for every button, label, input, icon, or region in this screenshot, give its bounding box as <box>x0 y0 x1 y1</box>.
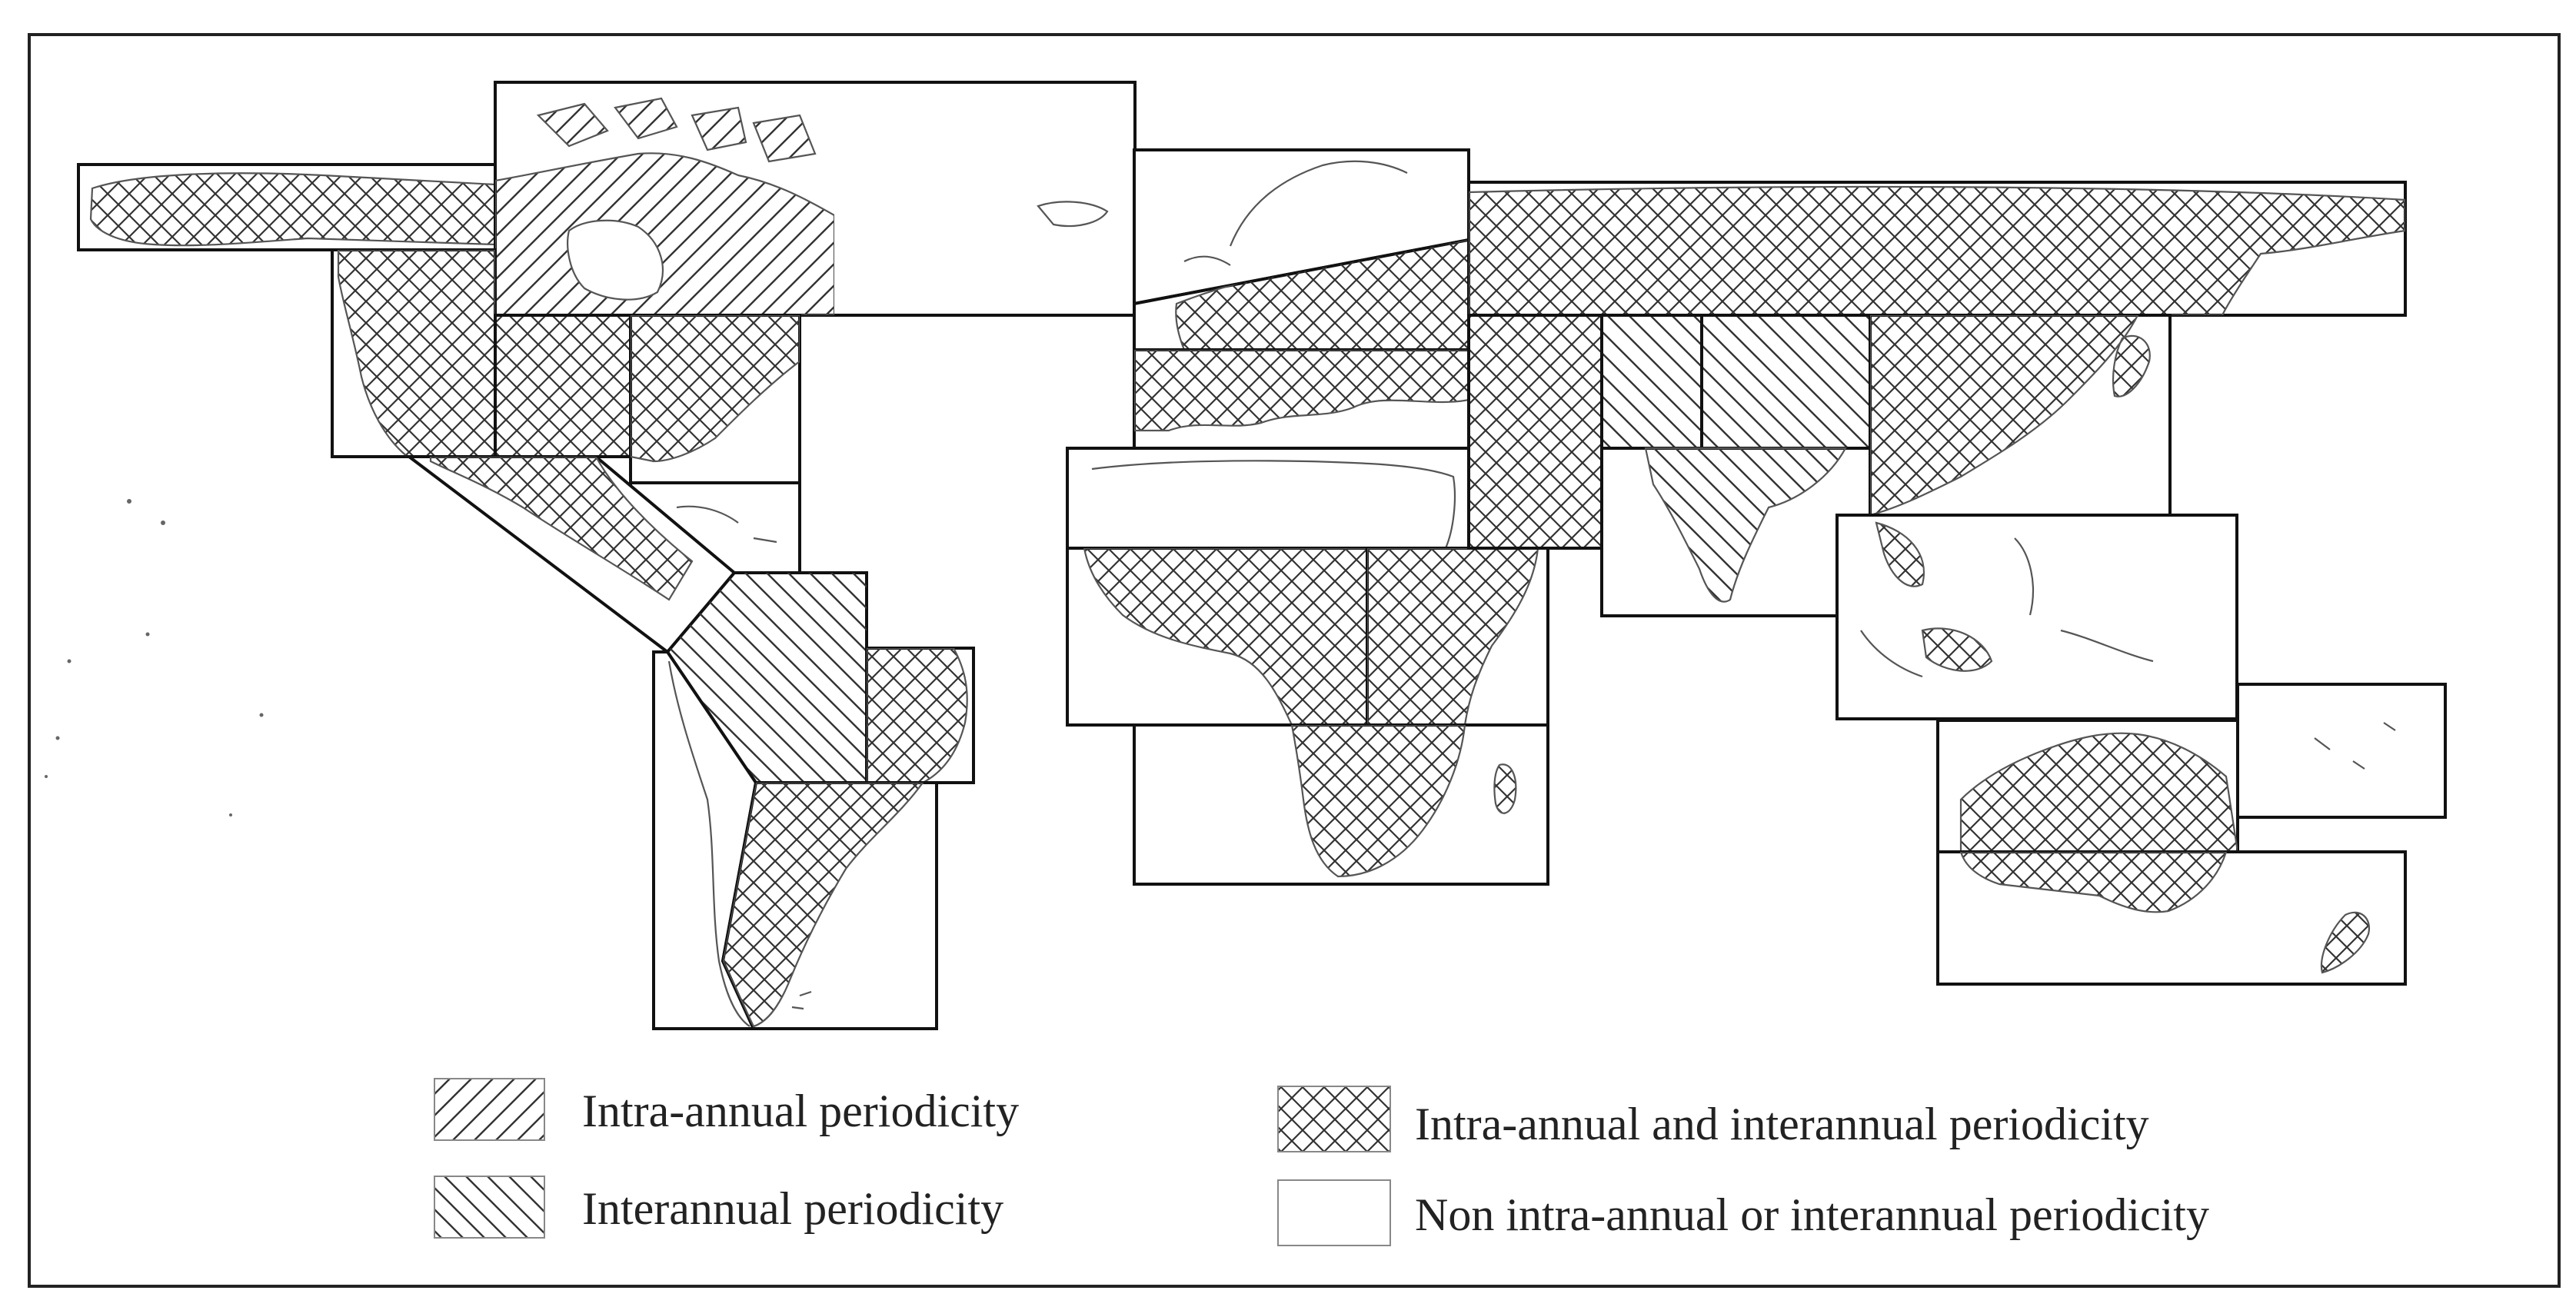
region-usa-east <box>629 314 801 484</box>
region-canada-east <box>1037 201 1109 228</box>
region-usa-west <box>331 248 497 458</box>
region-australia-south <box>1936 850 2407 986</box>
region-asia-inter-2 <box>1700 314 1872 450</box>
legend-label-none: Non intra-annual or interannual periodic… <box>1415 1189 2209 1240</box>
region-central-asia <box>1467 314 1603 550</box>
region-india <box>1600 447 1872 617</box>
region-west-africa <box>1066 547 1369 727</box>
legend-item-intra: Intra-annual periodicity <box>434 1078 1019 1141</box>
legend-item-both: Intra-annual and interannual periodicity <box>1277 1086 2149 1152</box>
region-sahara <box>1066 447 1470 550</box>
region-alaska <box>77 163 497 251</box>
region-central-america <box>404 455 737 654</box>
legend-swatch-inter <box>434 1176 545 1239</box>
legend-swatch-none <box>1277 1179 1391 1246</box>
region-southern-africa <box>1133 723 1549 886</box>
legend-label-both: Intra-annual and interannual periodicity <box>1415 1099 2149 1149</box>
region-canada-north <box>494 81 1137 317</box>
region-scandinavia <box>1133 148 1470 306</box>
legend-label-intra: Intra-annual periodicity <box>582 1086 1019 1136</box>
region-south-america-south <box>721 781 938 1030</box>
pacific-island-dots <box>45 499 264 816</box>
region-usa-central <box>494 314 632 458</box>
region-east-africa <box>1366 547 1549 727</box>
legend-label-inter: Interannual periodicity <box>582 1183 1003 1234</box>
legend: Intra-annual periodicity Interannual per… <box>434 1078 2209 1246</box>
region-southeast-asia <box>1835 514 2238 720</box>
region-siberia <box>1467 181 2407 317</box>
legend-item-none: Non intra-annual or interannual periodic… <box>1277 1179 2209 1246</box>
region-brazil-east <box>865 647 975 784</box>
legend-swatch-intra <box>434 1078 545 1141</box>
legend-item-inter: Interannual periodicity <box>434 1176 1003 1239</box>
legend-swatch-both <box>1277 1086 1391 1152</box>
region-asia-inter-1 <box>1600 314 1703 450</box>
region-pacific-islands <box>2236 683 2447 819</box>
region-europe-east <box>1133 238 1470 351</box>
region-amazon <box>665 571 868 784</box>
region-australia-north <box>1936 719 2239 853</box>
region-east-asia <box>1869 314 2172 517</box>
region-mediterranean <box>1133 348 1470 450</box>
